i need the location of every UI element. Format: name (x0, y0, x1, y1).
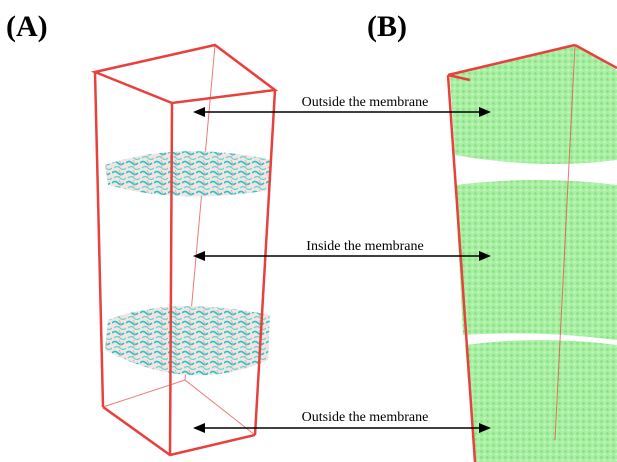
panel-label: (B) (367, 10, 407, 43)
figure: (A) (B) Outside the membrane Insi (0, 0, 617, 462)
annotation: Inside the membrane (306, 239, 423, 254)
annotation: Outside the membrane (302, 410, 429, 425)
membrane-layer (105, 306, 270, 375)
panel-label: (A) (6, 10, 48, 43)
water-region (450, 45, 617, 164)
simulation-box-a-edges (95, 45, 275, 455)
water-region (465, 340, 617, 462)
membrane-layer (105, 151, 272, 196)
simulation-box-a (103, 45, 255, 435)
annotation: Outside the membrane (302, 95, 429, 110)
